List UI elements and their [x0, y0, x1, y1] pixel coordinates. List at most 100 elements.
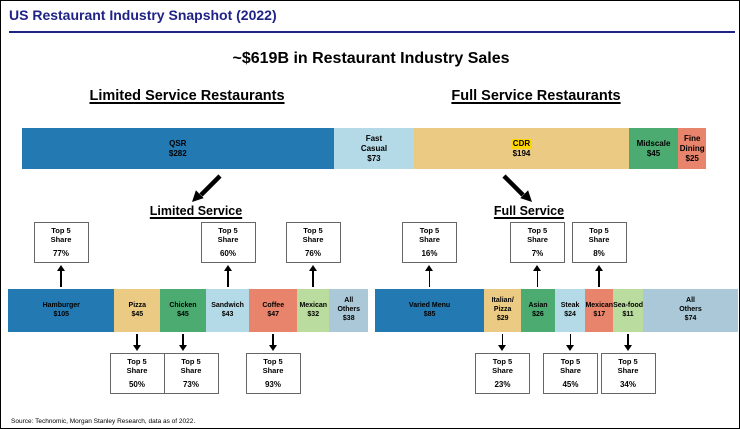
- segment-value: $105: [53, 310, 70, 318]
- title-underline: [9, 31, 735, 33]
- top5-share-label: Top 5 Share: [617, 357, 639, 376]
- top5-share-box-steak: Top 5 Share 45%: [543, 353, 598, 394]
- bar-segment-italian-pizza: Italian/ Pizza $29: [484, 289, 522, 332]
- bar-segment-varied-menu: Varied Menu $85: [375, 289, 485, 332]
- limited-service-bar: Hamburger $105 Pizza $45 Chicken $45 Sandwich $…: [8, 289, 369, 332]
- segment-value: $47: [267, 310, 280, 318]
- down-right-arrow-icon: [502, 174, 532, 202]
- bar-segment-qsr: QSR $282: [22, 128, 334, 169]
- up-arrow-icon: [594, 265, 604, 287]
- full-service-subheader: Full Service: [493, 204, 565, 218]
- down-arrow-icon: [268, 334, 278, 351]
- bar-segment-cdr: CDR $194: [414, 128, 629, 169]
- top5-share-value: 73%: [182, 379, 199, 389]
- segment-value: $26: [532, 310, 544, 318]
- top5-share-label: Top 5 Share: [262, 357, 284, 376]
- segment-value: $43: [221, 310, 234, 318]
- segment-label: Mexican: [299, 301, 328, 309]
- main-heading: ~$619B in Restaurant Industry Sales: [232, 50, 510, 67]
- segment-value: $85: [423, 310, 436, 318]
- segment-value: $29: [496, 314, 509, 322]
- top5-share-value: 45%: [562, 379, 579, 389]
- bar-segment-coffee: Coffee $47: [249, 289, 298, 332]
- full-service-bar: Varied Menu $85 Italian/ Pizza $29 Asian $26 S…: [375, 289, 738, 332]
- bar-segment-steak: Steak $24: [554, 289, 586, 332]
- segment-label: Sea-food: [613, 301, 644, 309]
- segment-value: $194: [512, 148, 531, 158]
- up-arrow-icon: [308, 265, 318, 287]
- segment-label: QSR: [169, 138, 187, 148]
- bar-segment-fast-casual: Fast Casual $73: [333, 128, 415, 169]
- segment-value: $73: [367, 153, 381, 163]
- up-arrow-icon: [56, 265, 66, 287]
- full-service-restaurants-header: Full Service Restaurants: [451, 88, 621, 104]
- segment-value: $24: [564, 310, 576, 318]
- segment-label: Varied Menu: [408, 301, 451, 309]
- bar-segment-chicken: Chicken $45: [160, 289, 206, 332]
- top5-share-box-mexican: Top 5 Share 8%: [571, 222, 627, 263]
- top5-share-value: 77%: [52, 248, 69, 258]
- segment-label: Pizza: [128, 301, 147, 309]
- bar-segment-mexican: Mexican $17: [585, 289, 614, 332]
- segment-value: $17: [593, 310, 606, 318]
- bar-segment-hamburger: Hamburger $105: [8, 289, 115, 332]
- top5-share-value: 7%: [531, 248, 544, 258]
- segment-label: CDR: [510, 138, 533, 149]
- up-arrow-icon: [425, 265, 434, 287]
- top5-share-box-pizza: Top 5 Share 50%: [109, 353, 165, 394]
- segment-label: Coffee: [262, 301, 285, 309]
- down-left-arrow-icon: [192, 174, 222, 202]
- top5-share-value: 23%: [494, 379, 511, 389]
- top5-share-label: Top 5 Share: [50, 226, 72, 245]
- page-title: US Restaurant Industry Snapshot (2022): [9, 7, 277, 23]
- top5-share-box-mexican: Top 5 Share 76%: [285, 222, 341, 263]
- bar-segment-all-others: All Others $74: [643, 289, 738, 332]
- top5-share-box-sea-food: Top 5 Share 34%: [600, 353, 656, 394]
- top5-share-label: Top 5 Share: [419, 226, 440, 245]
- industry-sales-bar: QSR $282 Fast Casual $73 CDR $194 Midscale $45 F…: [22, 128, 706, 169]
- segment-label: Midscale: [636, 138, 671, 148]
- top5-share-box-chicken: Top 5 Share 73%: [163, 353, 219, 394]
- top5-share-value: 16%: [421, 248, 438, 258]
- bar-segment-mexican: Mexican $32: [297, 289, 330, 332]
- bar-segment-fine-dining: Fine Dining $25: [678, 128, 706, 169]
- top5-share-label: Top 5 Share: [180, 357, 202, 376]
- bar-segment-sea-food: Sea-food $11: [613, 289, 644, 332]
- bar-segment-pizza: Pizza $45: [114, 289, 161, 332]
- segment-value: $38: [342, 314, 355, 322]
- top5-share-label: Top 5 Share: [527, 226, 548, 245]
- segment-value: $32: [307, 310, 320, 318]
- top5-share-box-asian: Top 5 Share 7%: [510, 222, 565, 263]
- segment-label: All Others: [679, 297, 702, 314]
- up-arrow-icon: [223, 265, 233, 287]
- top5-share-value: 8%: [593, 248, 605, 258]
- down-arrow-icon: [498, 334, 507, 351]
- segment-value: $45: [177, 310, 189, 318]
- segment-value: $11: [622, 310, 634, 318]
- top5-share-label: Top 5 Share: [302, 226, 324, 245]
- down-arrow-icon: [623, 334, 633, 351]
- segment-label: Hamburger: [42, 301, 80, 309]
- top5-share-value: 60%: [219, 248, 236, 258]
- top5-share-value: 50%: [128, 379, 145, 389]
- top5-share-box-coffee: Top 5 Share 93%: [245, 353, 301, 394]
- top5-share-box-italian-pizza: Top 5 Share 23%: [475, 353, 530, 394]
- top5-share-box-varied-menu: Top 5 Share 16%: [402, 222, 457, 263]
- down-arrow-icon: [566, 334, 575, 351]
- limited-service-subheader: Limited Service: [149, 204, 243, 218]
- segment-label: Fast Casual: [360, 133, 388, 153]
- top5-share-box-hamburger: Top 5 Share 77%: [33, 222, 89, 263]
- bar-segment-sandwich: Sandwich $43: [205, 289, 250, 332]
- top5-share-value: 93%: [264, 379, 281, 389]
- segment-label: All Others: [337, 297, 361, 314]
- segment-value: $282: [168, 148, 187, 158]
- top5-share-label: Top 5 Share: [126, 357, 148, 376]
- up-arrow-icon: [533, 265, 542, 287]
- bar-segment-asian: Asian $26: [521, 289, 555, 332]
- top5-share-label: Top 5 Share: [217, 226, 239, 245]
- segment-label: Sandwich: [211, 301, 244, 309]
- top5-share-label: Top 5 Share: [560, 357, 581, 376]
- segment-label: Italian/ Pizza: [491, 297, 514, 314]
- segment-value: $25: [685, 153, 699, 163]
